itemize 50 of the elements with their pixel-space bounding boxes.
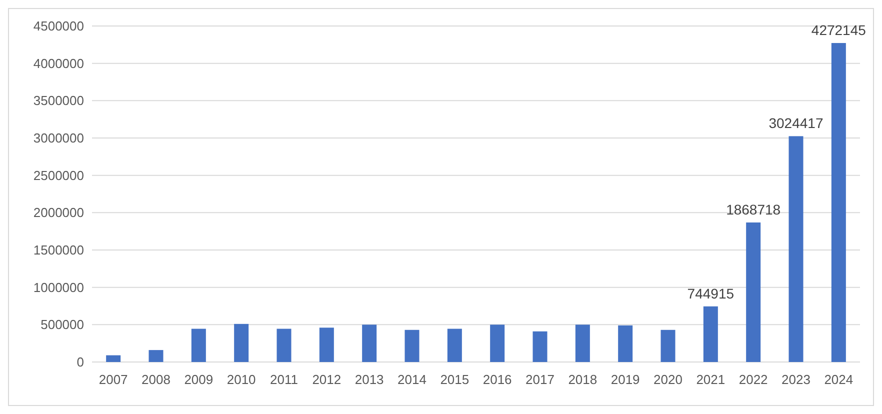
bar bbox=[362, 324, 377, 362]
y-tick-label: 4000000 bbox=[33, 56, 84, 71]
y-tick-label: 1500000 bbox=[33, 242, 84, 258]
y-tick-label: 2500000 bbox=[33, 168, 84, 183]
data-label: 4272145 bbox=[811, 22, 866, 38]
x-tick-label: 2023 bbox=[782, 372, 810, 387]
bar bbox=[447, 328, 462, 362]
bar bbox=[490, 324, 505, 362]
x-tick-label: 2018 bbox=[568, 372, 598, 387]
bar bbox=[191, 328, 206, 362]
x-tick-label: 2017 bbox=[526, 372, 554, 387]
x-tick-label: 2010 bbox=[226, 372, 256, 387]
y-tick-label: 3500000 bbox=[33, 93, 84, 108]
bar bbox=[532, 331, 548, 362]
x-tick-label: 2011 bbox=[270, 372, 298, 387]
x-tick-label: 2013 bbox=[354, 372, 384, 387]
x-tick-label: 2016 bbox=[482, 372, 512, 387]
x-tick-label: 2007 bbox=[98, 372, 128, 387]
bar bbox=[404, 330, 420, 362]
x-tick-label: 2022 bbox=[738, 372, 768, 387]
y-tick-label: 4500000 bbox=[33, 18, 84, 34]
bar bbox=[106, 355, 121, 362]
x-tick-label: 2012 bbox=[312, 372, 342, 387]
x-tick-label: 2015 bbox=[440, 372, 470, 387]
y-tick-label: 3000000 bbox=[33, 130, 84, 146]
x-tick-label: 2014 bbox=[398, 372, 426, 387]
x-tick-label: 2020 bbox=[654, 372, 682, 387]
bar bbox=[575, 324, 590, 362]
bar bbox=[788, 136, 804, 362]
y-tick-label: 2000000 bbox=[33, 205, 84, 220]
x-tick-label: 2021 bbox=[696, 372, 726, 387]
data-label: 3024417 bbox=[768, 115, 824, 132]
x-tick-label: 2024 bbox=[824, 372, 854, 387]
data-label: 744915 bbox=[687, 285, 734, 302]
y-tick-label: 1000000 bbox=[33, 280, 84, 295]
bar bbox=[831, 43, 846, 362]
bar bbox=[618, 325, 633, 362]
bar bbox=[660, 330, 676, 362]
y-tick-label: 0 bbox=[76, 354, 84, 370]
y-tick-label: 500000 bbox=[40, 317, 84, 332]
bar bbox=[276, 328, 292, 362]
x-tick-label: 2019 bbox=[610, 372, 640, 387]
bar bbox=[234, 324, 249, 362]
bar bbox=[703, 306, 718, 362]
x-tick-label: 2009 bbox=[184, 372, 214, 387]
bar bbox=[319, 328, 334, 362]
bar bbox=[746, 222, 761, 362]
bar bbox=[148, 350, 164, 362]
x-tick-label: 2008 bbox=[142, 372, 170, 387]
data-label: 1868718 bbox=[726, 201, 781, 218]
